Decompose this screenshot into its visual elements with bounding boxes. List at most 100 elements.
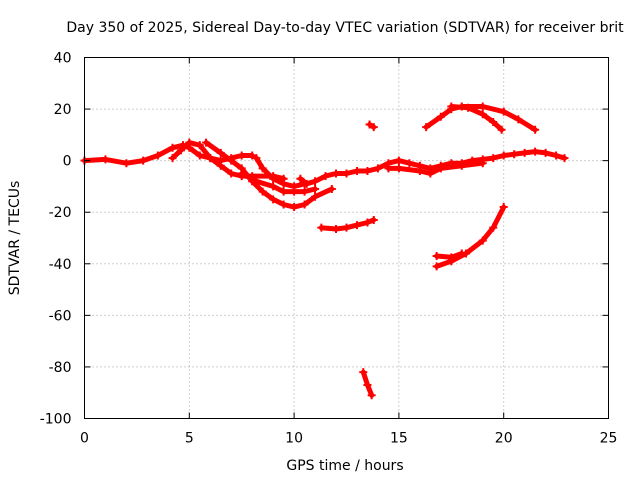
data-point-marker xyxy=(384,164,393,173)
y-tick-label: -60 xyxy=(49,308,72,324)
data-point-marker xyxy=(195,151,204,160)
data-point-marker xyxy=(363,218,372,227)
data-point-marker xyxy=(489,223,498,232)
data-point-marker xyxy=(352,166,361,175)
grid-lines xyxy=(84,57,609,419)
data-point-marker xyxy=(363,166,372,175)
data-point-marker xyxy=(206,154,215,163)
y-tick-labels: -100 -80 -60 -40 -20 0 20 40 xyxy=(40,51,72,428)
data-point-marker xyxy=(252,177,261,186)
data-point-marker xyxy=(499,203,508,212)
data-point-marker xyxy=(520,148,529,157)
data-point-marker xyxy=(541,148,550,157)
data-point-marker xyxy=(216,148,225,157)
series-trace-9 xyxy=(365,120,378,132)
data-point-marker xyxy=(317,223,326,232)
x-axis-label: GPS time / hours xyxy=(286,458,403,474)
data-point-marker xyxy=(436,112,445,121)
data-point-marker xyxy=(101,155,110,164)
data-point-marker xyxy=(426,169,435,178)
data-point-marker xyxy=(373,164,382,173)
data-point-marker xyxy=(122,159,131,168)
data-point-marker xyxy=(258,164,267,173)
data-point-marker xyxy=(296,174,305,183)
data-point-marker xyxy=(311,192,320,201)
series-line xyxy=(203,140,335,210)
y-tick-label: 20 xyxy=(54,102,72,118)
data-point-marker xyxy=(227,156,236,165)
data-point-marker xyxy=(327,185,336,194)
data-point-marker xyxy=(514,115,523,124)
data-point-marker xyxy=(497,125,506,134)
data-point-marker xyxy=(531,125,540,134)
data-point-marker xyxy=(342,223,351,232)
x-tick-label: 15 xyxy=(390,431,408,447)
data-point-marker xyxy=(447,253,456,262)
data-point-marker xyxy=(290,203,299,212)
data-point-marker xyxy=(248,151,257,160)
data-point-marker xyxy=(422,123,431,132)
data-point-marker xyxy=(499,151,508,160)
data-point-marker xyxy=(363,380,372,389)
data-point-marker xyxy=(436,164,445,173)
y-tick-label: 40 xyxy=(54,51,72,67)
series-trace-8 xyxy=(317,215,378,233)
data-point-marker xyxy=(139,156,148,165)
data-point-marker xyxy=(269,174,278,183)
data-point-marker xyxy=(311,185,320,194)
data-point-marker xyxy=(352,221,361,230)
data-point-marker xyxy=(394,164,403,173)
data-point-marker xyxy=(510,150,519,159)
data-point-marker xyxy=(342,169,351,178)
data-point-marker xyxy=(216,161,225,170)
data-traces xyxy=(80,102,569,400)
x-tick-labels: 0 5 10 15 20 25 xyxy=(80,431,617,447)
data-point-marker xyxy=(311,177,320,186)
data-point-marker xyxy=(369,215,378,224)
x-tick-label: 25 xyxy=(600,431,618,447)
data-point-marker xyxy=(447,102,456,111)
series-trace-1 xyxy=(80,141,257,168)
data-point-marker xyxy=(489,154,498,163)
series-trace-4 xyxy=(237,169,320,196)
data-point-marker xyxy=(457,249,466,258)
y-tick-label: -20 xyxy=(49,205,72,221)
data-point-marker xyxy=(279,179,288,188)
data-point-marker xyxy=(269,195,278,204)
data-point-marker xyxy=(195,141,204,150)
data-point-marker xyxy=(432,252,441,261)
x-tick-label: 10 xyxy=(285,431,303,447)
x-tick-label: 20 xyxy=(495,431,513,447)
series-line xyxy=(423,104,538,133)
data-point-marker xyxy=(176,146,185,155)
data-point-marker xyxy=(478,102,487,111)
series-trace-7 xyxy=(384,159,487,178)
y-tick-label: 0 xyxy=(63,154,72,170)
chart-title: Day 350 of 2025, Sidereal Day-to-day VTE… xyxy=(66,20,624,36)
axis-ticks xyxy=(84,57,609,419)
data-point-marker xyxy=(415,166,424,175)
data-point-marker xyxy=(457,161,466,170)
data-point-marker xyxy=(359,368,368,377)
y-tick-label: -40 xyxy=(49,257,72,273)
data-point-marker xyxy=(552,151,561,160)
data-point-marker xyxy=(300,187,309,196)
data-point-marker xyxy=(464,103,473,112)
y-axis-label: SDTVAR / TECUs xyxy=(7,181,23,296)
series-trace-11 xyxy=(447,102,506,134)
x-tick-label: 5 xyxy=(185,431,194,447)
data-point-marker xyxy=(258,187,267,196)
data-point-marker xyxy=(168,154,177,163)
data-point-marker xyxy=(499,107,508,116)
y-tick-label: -80 xyxy=(49,360,72,376)
plot-frame xyxy=(84,57,609,419)
data-point-marker xyxy=(185,138,194,147)
data-point-marker xyxy=(365,120,374,129)
data-point-marker xyxy=(227,169,236,178)
data-point-marker xyxy=(302,179,311,188)
series-trace-13 xyxy=(432,249,466,262)
data-point-marker xyxy=(252,154,261,163)
data-point-marker xyxy=(237,151,246,160)
data-point-marker xyxy=(560,154,569,163)
